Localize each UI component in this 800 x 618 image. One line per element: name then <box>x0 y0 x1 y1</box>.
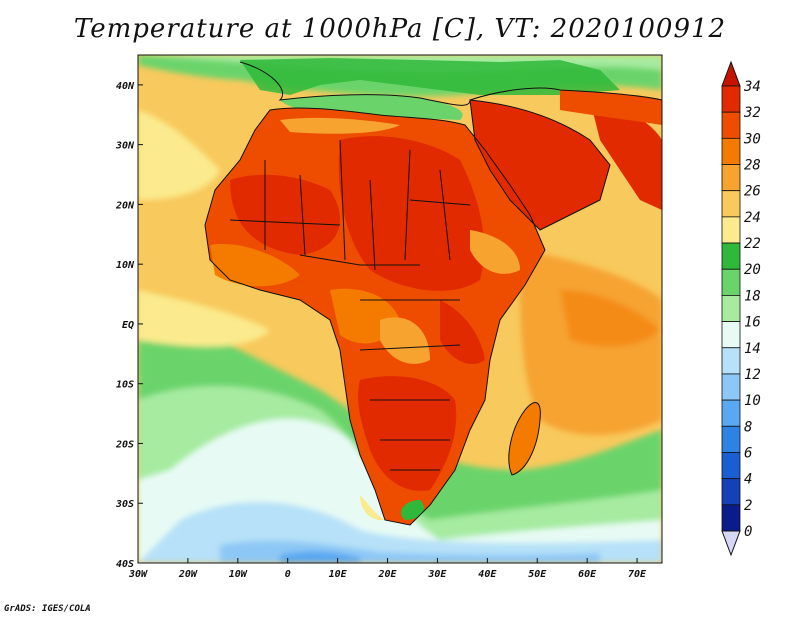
colorbar-swatch <box>721 137 741 165</box>
colorbar-swatch <box>721 85 741 113</box>
lon-tick-label: 30E <box>427 569 447 580</box>
colorbar-level-label: 8 <box>744 419 752 435</box>
colorbar-level-label: 22 <box>744 236 761 252</box>
colorbar-level-label: 28 <box>744 158 761 174</box>
colorbar-level-label: 2 <box>744 498 752 514</box>
colorbar-level-label: 14 <box>744 341 761 357</box>
colorbar-level-label: 34 <box>743 79 761 95</box>
colorbar-bottom-arrow <box>721 530 741 557</box>
latitude-axis: 40N 30N 20N 10N EQ 10S 20S 30S 40S <box>115 81 143 570</box>
colorbar-level-label: 4 <box>744 472 752 488</box>
arabia-land <box>470 100 610 230</box>
lon-tick-label: 0 <box>285 569 291 580</box>
colorbar-swatch <box>721 190 741 218</box>
colorbar-level-label: 12 <box>744 367 761 383</box>
colorbar-level-label: 32 <box>743 105 761 121</box>
colorbar-level-label: 10 <box>744 393 761 409</box>
lat-tick-label: 20N <box>115 200 135 211</box>
africa-coastline <box>204 107 546 526</box>
colorbar-level-label: 18 <box>744 288 761 304</box>
colorbar-swatch <box>721 111 741 139</box>
lat-tick-label: 40S <box>116 559 134 570</box>
colorbar-swatch <box>721 164 741 192</box>
colorbar-swatch <box>721 321 741 349</box>
colorbar-swatch <box>721 478 741 506</box>
lat-tick-label: 30N <box>115 141 135 152</box>
europe-coastline <box>239 61 662 106</box>
colorbar-swatch <box>721 373 741 401</box>
madagascar-land <box>508 402 541 475</box>
lon-tick-label: 30W <box>128 569 148 580</box>
colorbar-swatch <box>721 399 741 427</box>
colorbar-swatch <box>721 268 741 296</box>
lon-tick-label: 60E <box>578 569 597 580</box>
lat-tick-label: 40N <box>116 81 135 92</box>
colorbar-swatch <box>721 504 741 532</box>
colorbar-level-label: 20 <box>744 262 761 278</box>
colorbar-swatch <box>721 347 741 375</box>
country-borders <box>229 139 471 471</box>
lat-tick-label: 10S <box>116 380 134 391</box>
lon-tick-label: 10W <box>229 569 248 580</box>
madagascar-coastline <box>508 402 541 476</box>
colorbar-swatch <box>721 216 741 244</box>
europe-land <box>240 58 620 95</box>
mediterranean-sea <box>280 94 463 120</box>
colorbar-level-label: 6 <box>744 445 752 461</box>
colorbar-swatch <box>721 425 741 453</box>
lon-tick-label: 40E <box>478 569 497 580</box>
colorbar-level-label: 26 <box>744 184 761 200</box>
colorbar-top-arrow <box>721 60 741 87</box>
grads-credit: GrADS: IGES/COLA <box>4 604 91 614</box>
lat-tick-label: 30S <box>115 499 134 510</box>
lat-tick-label: EQ <box>122 320 134 331</box>
lon-tick-label: 10E <box>329 569 348 580</box>
lat-tick-label: 10N <box>116 260 135 271</box>
longitude-axis: 30W 20W 10W 0 10E 20E 30E 40E 50E 60E 70E <box>128 558 647 580</box>
map-title: Temperature at 1000hPa [C], VT: 20201009… <box>73 14 727 44</box>
lat-tick-label: 20S <box>115 439 134 450</box>
colorbar-level-label: 16 <box>744 315 761 331</box>
colorbar-swatch <box>721 242 741 270</box>
lon-tick-label: 20W <box>178 569 198 580</box>
temperature-field <box>138 55 662 563</box>
colorbar-level-label: 30 <box>743 131 761 147</box>
lon-tick-label: 20E <box>377 569 397 580</box>
colorbar-level-label: 24 <box>744 210 761 226</box>
colorbar-swatch <box>721 295 741 322</box>
lon-tick-label: 70E <box>628 569 647 580</box>
arabia-coastline <box>469 99 611 231</box>
colorbar-swatch <box>721 452 741 480</box>
lon-tick-label: 50E <box>528 569 547 580</box>
colorbar-level-label: 0 <box>744 524 752 540</box>
